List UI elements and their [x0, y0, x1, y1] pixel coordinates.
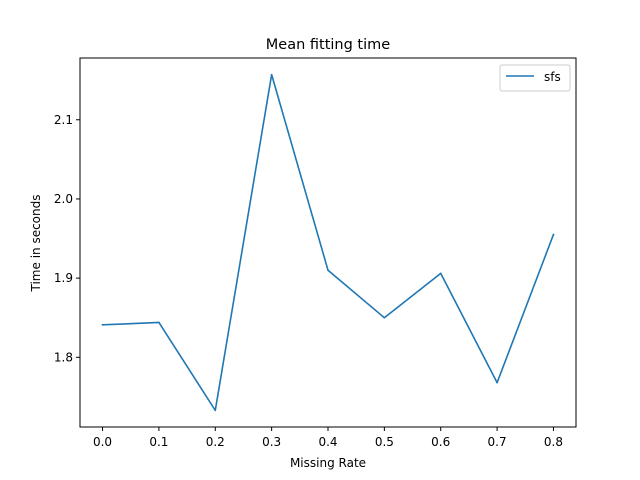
x-tick-label: 0.5 [375, 435, 394, 449]
x-tick-label: 0.1 [149, 435, 168, 449]
data-point [214, 409, 217, 412]
legend-frame [499, 64, 571, 92]
data-point [327, 269, 329, 272]
data-point [439, 272, 442, 275]
y-tick-label: 2.1 [54, 113, 73, 127]
data-point [158, 321, 160, 324]
y-tick-label: 1.9 [54, 271, 73, 285]
x-axis-label: Missing Rate [290, 456, 366, 470]
data-point [496, 381, 498, 384]
legend-label-sfs: sfs [544, 70, 561, 84]
data-point [101, 324, 104, 326]
y-tick-label: 1.8 [54, 350, 73, 364]
y-axis-label: Time in seconds [29, 195, 43, 293]
x-tick-label: 0.7 [488, 435, 507, 449]
x-tick-label: 0.4 [318, 435, 337, 449]
legend: sfs [499, 64, 571, 92]
x-tick-label: 0.8 [544, 435, 563, 449]
data-point [270, 73, 273, 76]
x-tick-label: 0.2 [206, 435, 225, 449]
data-point [552, 233, 555, 236]
y-tick-label: 2.0 [54, 192, 73, 206]
chart-title: Mean fitting time [266, 37, 390, 53]
data-point [383, 316, 386, 319]
plot-area: 0.0 0.1 0.2 0.3 0.4 0.5 0.6 0.7 0.8 1.8 1.9 2.0 2.1 [54, 57, 577, 449]
x-tick-label: 0.0 [93, 435, 112, 449]
x-tick-label: 0.3 [262, 435, 281, 449]
x-tick-label: 0.6 [431, 435, 450, 449]
